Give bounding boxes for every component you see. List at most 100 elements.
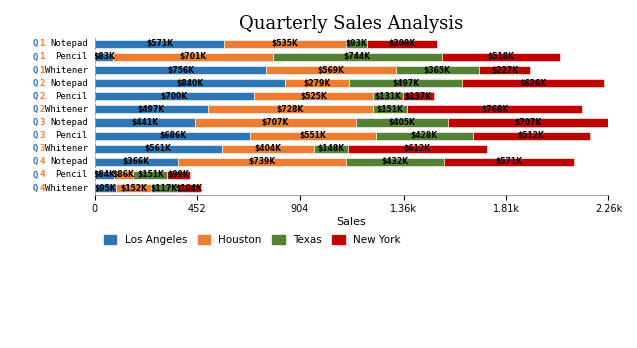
Text: Q: Q [32, 105, 38, 114]
Bar [195, 118, 355, 127]
Text: $84K: $84K [93, 171, 115, 180]
Bar [177, 184, 201, 192]
Text: 3: 3 [39, 118, 45, 127]
Text: $612K: $612K [404, 144, 431, 153]
Text: $756K: $756K [167, 66, 194, 74]
Text: Whitener: Whitener [45, 144, 87, 153]
Text: $308K: $308K [389, 39, 416, 48]
Text: $707K: $707K [514, 118, 541, 127]
Text: $404K: $404K [255, 144, 282, 153]
Text: Q: Q [32, 183, 38, 192]
Text: Q: Q [32, 66, 38, 74]
Text: $739K: $739K [248, 157, 275, 166]
Bar [94, 92, 254, 100]
Text: $571K: $571K [496, 157, 522, 166]
Text: $151K: $151K [137, 171, 164, 180]
Bar [403, 92, 434, 100]
Bar [178, 158, 346, 166]
Text: Q: Q [32, 171, 38, 180]
Text: Whitener: Whitener [45, 105, 87, 114]
Text: $279K: $279K [304, 79, 331, 88]
Bar [346, 40, 367, 48]
Bar [94, 132, 250, 140]
Bar [94, 145, 222, 153]
Text: 1: 1 [39, 66, 45, 74]
Text: Q: Q [32, 53, 38, 62]
Bar [94, 79, 285, 87]
Bar [94, 171, 113, 179]
Text: Whitener: Whitener [45, 183, 87, 192]
Text: $365K: $365K [424, 66, 451, 74]
Text: 2: 2 [39, 79, 45, 88]
Text: $137K: $137K [405, 92, 432, 101]
Text: Pencil: Pencil [55, 131, 87, 140]
Text: $86K: $86K [113, 171, 134, 180]
Bar [473, 132, 589, 140]
Bar [94, 40, 224, 48]
Text: Notepad: Notepad [50, 157, 87, 166]
Text: $497K: $497K [138, 105, 164, 114]
Text: Q: Q [32, 144, 38, 153]
Text: $99K: $99K [168, 171, 190, 180]
Text: $535K: $535K [272, 39, 299, 48]
Text: $497K: $497K [392, 79, 419, 88]
Text: $366K: $366K [122, 157, 150, 166]
Text: $131K: $131K [375, 92, 401, 101]
Legend: Los Angeles, Houston, Texas, New York: Los Angeles, Houston, Texas, New York [100, 231, 404, 249]
Text: 3: 3 [39, 131, 45, 140]
Text: $525K: $525K [300, 92, 327, 101]
Bar [396, 66, 479, 74]
Text: Q: Q [32, 157, 38, 166]
Text: $428K: $428K [411, 131, 438, 140]
Text: $551K: $551K [300, 131, 327, 140]
Text: Notepad: Notepad [50, 79, 87, 88]
Text: $104K: $104K [176, 183, 203, 192]
Bar [94, 66, 266, 74]
Text: $744K: $744K [344, 53, 371, 62]
Text: Whitener: Whitener [45, 66, 87, 74]
Bar [448, 118, 608, 127]
Bar [222, 145, 314, 153]
Bar [376, 132, 473, 140]
Bar [151, 184, 177, 192]
Bar [285, 79, 349, 87]
Text: Pencil: Pencil [55, 92, 87, 101]
Bar [273, 53, 442, 61]
Bar [373, 105, 408, 113]
Text: $432K: $432K [382, 157, 408, 166]
Text: 1: 1 [39, 39, 45, 48]
X-axis label: Sales: Sales [336, 217, 366, 227]
Text: $151K: $151K [376, 105, 404, 114]
Text: 4: 4 [39, 157, 45, 166]
Bar [250, 132, 376, 140]
Text: $686K: $686K [159, 131, 186, 140]
Text: 2: 2 [39, 105, 45, 114]
Text: $227K: $227K [491, 66, 518, 74]
Bar [116, 184, 151, 192]
Bar [373, 92, 403, 100]
Text: $571K: $571K [146, 39, 173, 48]
Text: 4: 4 [39, 183, 45, 192]
Text: $840K: $840K [176, 79, 204, 88]
Text: $700K: $700K [161, 92, 188, 101]
Bar [208, 105, 373, 113]
Bar [442, 53, 560, 61]
Bar [254, 92, 373, 100]
Text: $152K: $152K [120, 183, 147, 192]
Bar [346, 158, 444, 166]
Bar [94, 53, 113, 61]
Text: Q: Q [32, 118, 38, 127]
Text: $405K: $405K [388, 118, 415, 127]
Bar [408, 105, 582, 113]
Text: Pencil: Pencil [55, 171, 87, 180]
Text: 1: 1 [39, 53, 45, 62]
Bar [348, 145, 487, 153]
Text: Q: Q [32, 79, 38, 88]
Bar [113, 53, 273, 61]
Bar [314, 145, 348, 153]
Text: Notepad: Notepad [50, 118, 87, 127]
Text: $148K: $148K [317, 144, 345, 153]
Text: $707K: $707K [262, 118, 289, 127]
Text: $117K: $117K [150, 183, 178, 192]
Text: $626K: $626K [520, 79, 547, 88]
